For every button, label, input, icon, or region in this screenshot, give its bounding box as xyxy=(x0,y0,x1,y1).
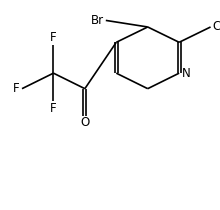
Text: F: F xyxy=(50,102,57,115)
Text: N: N xyxy=(182,67,191,80)
Text: O: O xyxy=(80,116,90,129)
Text: Br: Br xyxy=(91,14,104,27)
Text: F: F xyxy=(50,32,57,44)
Text: Cl: Cl xyxy=(213,20,220,33)
Text: F: F xyxy=(13,82,20,95)
